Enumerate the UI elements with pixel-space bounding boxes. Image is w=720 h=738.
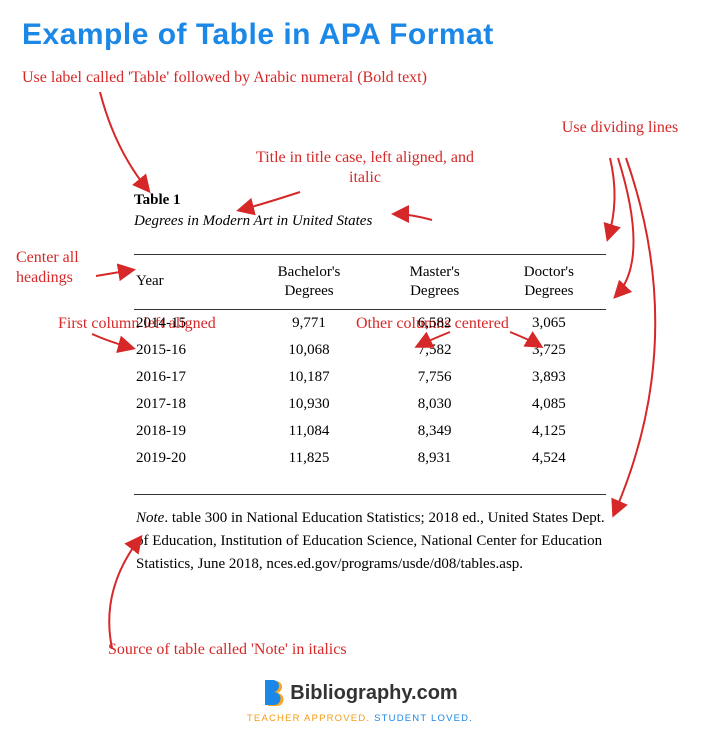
table-cell: 6,582: [378, 309, 492, 337]
table-cell: 9,771: [240, 309, 377, 337]
table-row: 2014-15 9,771 6,582 3,065: [134, 309, 606, 337]
tagline: TEACHER APPROVED. STUDENT LOVED.: [0, 713, 720, 724]
table-header-row: Year Bachelor'sDegrees Master'sDegrees D…: [134, 255, 606, 310]
table-cell: 4,524: [492, 445, 606, 472]
footer: Bibliography.com TEACHER APPROVED. STUDE…: [0, 680, 720, 724]
table-title: Degrees in Modern Art in United States: [134, 213, 606, 230]
note-label: Note: [136, 510, 164, 526]
table-cell: 4,085: [492, 391, 606, 418]
annotation-dividing-lines: Use dividing lines: [540, 118, 700, 138]
tagline-b: STUDENT LOVED.: [374, 713, 473, 724]
table-row: 2019-20 11,825 8,931 4,524: [134, 445, 606, 472]
table-cell: 10,930: [240, 391, 377, 418]
brand: Bibliography.com: [262, 680, 457, 706]
table-cell: 11,825: [240, 445, 377, 472]
page-title: Example of Table in APA Format: [0, 0, 720, 52]
col-header: Master'sDegrees: [378, 255, 492, 310]
table-cell: 2019-20: [134, 445, 240, 472]
table-cell: 2015-16: [134, 337, 240, 364]
table-row: 2017-18 10,930 8,030 4,085: [134, 391, 606, 418]
table-note: Note. table 300 in National Education St…: [134, 507, 606, 577]
annotation-center-headings: Center all headings: [16, 248, 126, 288]
apa-table: Year Bachelor'sDegrees Master'sDegrees D…: [134, 254, 606, 472]
col-header: Doctor'sDegrees: [492, 255, 606, 310]
table-cell: 7,582: [378, 337, 492, 364]
table-row: 2015-16 10,068 7,582 3,725: [134, 337, 606, 364]
brand-icon: [262, 680, 284, 706]
table-cell: 3,893: [492, 364, 606, 391]
annotation-label-rule: Use label called 'Table' followed by Ara…: [22, 68, 582, 88]
annotation-title-rule: Title in title case, left aligned, and i…: [250, 148, 480, 188]
table-cell: 2018-19: [134, 418, 240, 445]
table-cell: 10,187: [240, 364, 377, 391]
col-header: Bachelor'sDegrees: [240, 255, 377, 310]
table-cell: 2014-15: [134, 309, 240, 337]
table-cell: 2017-18: [134, 391, 240, 418]
table-cell: 8,931: [378, 445, 492, 472]
table-label: Table 1: [134, 192, 606, 209]
table-cell: 10,068: [240, 337, 377, 364]
table-cell: 3,065: [492, 309, 606, 337]
table-cell: 8,030: [378, 391, 492, 418]
table-cell: 8,349: [378, 418, 492, 445]
table-cell: 7,756: [378, 364, 492, 391]
annotation-note-rule: Source of table called 'Note' in italics: [108, 640, 508, 660]
table-cell: 2016-17: [134, 364, 240, 391]
table-cell: 11,084: [240, 418, 377, 445]
brand-text: Bibliography.com: [290, 682, 457, 705]
table-cell: 3,725: [492, 337, 606, 364]
tagline-a: TEACHER APPROVED.: [247, 713, 370, 724]
table-row: 2016-17 10,187 7,756 3,893: [134, 364, 606, 391]
apa-table-block: Table 1 Degrees in Modern Art in United …: [134, 192, 606, 576]
note-text: . table 300 in National Education Statis…: [136, 510, 605, 573]
table-cell: 4,125: [492, 418, 606, 445]
table-row: 2018-19 11,084 8,349 4,125: [134, 418, 606, 445]
col-header: Year: [134, 255, 240, 310]
table-bottom-rule: [134, 494, 606, 495]
